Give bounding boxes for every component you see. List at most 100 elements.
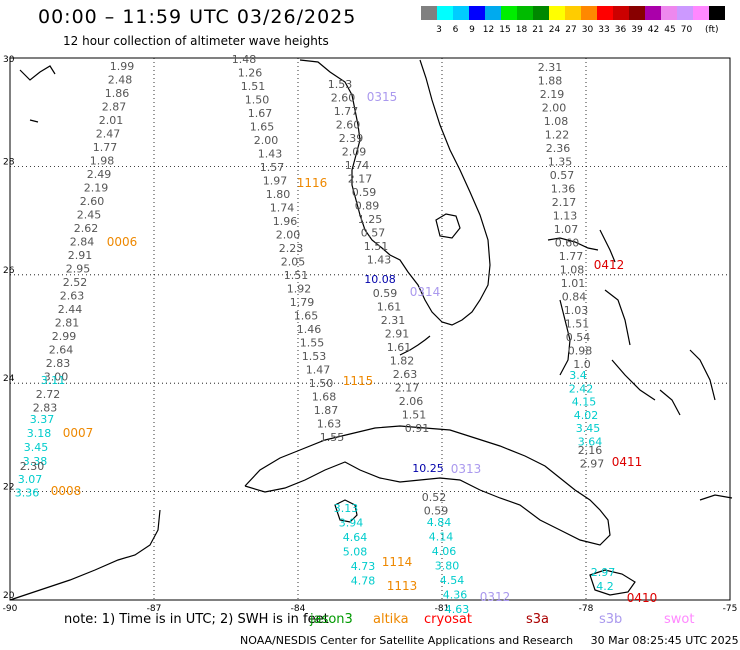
color-swatch (661, 6, 677, 20)
wave-height-value: 1.47 (306, 364, 331, 377)
wave-height-value: 1.65 (294, 310, 319, 323)
color-scale-label: 36 (614, 25, 627, 35)
chart-title: 00:00 – 11:59 UTC 03/26/2025 (38, 6, 357, 28)
wave-height-value: 0.91 (405, 422, 430, 435)
footer-timestamp: 30 Mar 08:25:45 UTC 2025 (590, 634, 739, 647)
color-scale-label: 3 (436, 25, 442, 35)
isle-of-youth (334, 499, 358, 523)
hispaniola-coastline (699, 494, 733, 501)
wave-height-value: 1.03 (564, 304, 589, 317)
wave-height-value: 1.96 (273, 215, 298, 228)
wave-height-value: 2.19 (540, 88, 565, 101)
wave-height-value: 2.52 (63, 276, 88, 289)
wave-height-value: 0.59 (352, 186, 377, 199)
wave-height-value: 3.80 (435, 560, 460, 573)
color-swatch (485, 6, 501, 20)
yucatan-coastline (9, 509, 161, 601)
wave-height-value: 2.47 (96, 128, 121, 141)
wave-height-value: 1.74 (270, 202, 295, 215)
pass-label: 1114 (382, 555, 413, 569)
wave-height-value: 1.77 (559, 250, 584, 263)
lon-label: -84 (291, 604, 306, 614)
wave-height-value: 3.00 (44, 371, 69, 384)
wave-height-value: 1.36 (551, 183, 576, 196)
wave-height-value: 4.14 (429, 531, 454, 544)
wave-height-value: 4.73 (351, 560, 376, 573)
wave-height-value: 4.36 (443, 589, 468, 602)
pass-label: 0315 (367, 90, 398, 104)
bahamas-long-island (659, 389, 681, 416)
wave-height-value: 0.57 (361, 227, 386, 240)
wave-height-value: 1.79 (290, 296, 315, 309)
color-scale-label: 15 (499, 25, 511, 35)
wave-height-value: 1.08 (544, 115, 569, 128)
wave-height-value: 2.31 (538, 61, 563, 74)
color-swatch (645, 6, 661, 20)
lon-label: -90 (3, 604, 18, 614)
wave-height-value: 2.83 (33, 402, 58, 415)
wave-height-value: 0.89 (355, 200, 380, 213)
wave-height-value: 1.43 (367, 254, 392, 267)
jamaica-coastline (589, 569, 636, 596)
wave-height-value: 1.77 (334, 105, 359, 118)
lat-label: 20 (3, 591, 15, 601)
color-swatch (517, 6, 533, 20)
color-scale-label: 70 (680, 25, 693, 35)
florida-keys (399, 335, 431, 356)
color-scale-label: 42 (647, 25, 660, 35)
wave-height-value: 0.59 (373, 287, 398, 300)
pass-labels: 0315 1116 0006 0412 0314 1115 0007 0411 0313 0008… (51, 90, 658, 605)
wave-height-value: 2.19 (84, 182, 109, 195)
color-scale-label: 9 (469, 25, 475, 35)
wave-height-value: 0.98 (568, 345, 593, 358)
lake-okeechobee (435, 213, 461, 239)
wave-height-value: 2.63 (393, 368, 418, 381)
wave-height-value: 1.07 (554, 223, 579, 236)
wave-height-value: 3.38 (23, 455, 48, 468)
wave-height-value: 2.36 (546, 142, 571, 155)
wave-height-value: 0.57 (550, 169, 575, 182)
wave-height-value: 4.06 (432, 545, 457, 558)
wave-height-value: 1.68 (312, 391, 337, 404)
color-swatch (677, 6, 693, 20)
wave-height-value: 1.51 (364, 240, 389, 253)
color-scale-unit: (ft) (705, 25, 719, 35)
wave-height-value: 4.15 (572, 396, 597, 409)
lon-label: -81 (435, 604, 450, 614)
color-scale-label: 33 (598, 25, 610, 35)
wave-height-value: 4.63 (445, 603, 470, 616)
wave-height-value: 1.08 (560, 264, 585, 277)
satellite-legend-jason3: jason3 (310, 612, 353, 627)
satellite-legend-s3b: s3b (599, 612, 623, 627)
wave-height-value: 1.82 (390, 355, 415, 368)
lat-label: 30 (3, 55, 15, 65)
wave-height-value: 1.53 (302, 350, 327, 363)
color-scale-label: 21 (532, 25, 544, 35)
color-swatch (421, 6, 437, 20)
wave-height-value: 4.2 (596, 580, 614, 593)
pass-label: 1113 (387, 579, 418, 593)
coastlines (9, 59, 733, 601)
bahamas-east (689, 349, 716, 401)
satellite-legend-altika: altika (373, 612, 409, 627)
pass-label: 0007 (63, 426, 94, 440)
wave-height-value: 1.57 (260, 161, 285, 174)
footer-credit: NOAA/NESDIS Center for Satellite Applica… (240, 634, 574, 647)
wave-height-value: 3.4 (569, 369, 587, 382)
wave-height-value: 1.80 (266, 188, 291, 201)
color-scale-label: 18 (515, 25, 528, 35)
wave-height-value: 1.98 (90, 155, 115, 168)
color-scale-label: 45 (664, 25, 676, 35)
color-scale-label: 6 (452, 25, 459, 35)
wave-height-value: 4.84 (427, 516, 452, 529)
wave-height-value: 1.87 (314, 404, 339, 417)
wave-height-value: 2.60 (336, 119, 361, 132)
wave-height-value: 3.37 (30, 413, 55, 426)
wave-height-value: 1.51 (402, 409, 427, 422)
wave-height-value: 2.23 (279, 242, 304, 255)
wave-height-value: 1.63 (317, 418, 342, 431)
wave-height-value: 10.25 (412, 462, 444, 475)
bahamas-eleuthera (604, 289, 631, 346)
color-scale-label: 27 (565, 25, 577, 35)
lon-label: -75 (723, 604, 738, 614)
